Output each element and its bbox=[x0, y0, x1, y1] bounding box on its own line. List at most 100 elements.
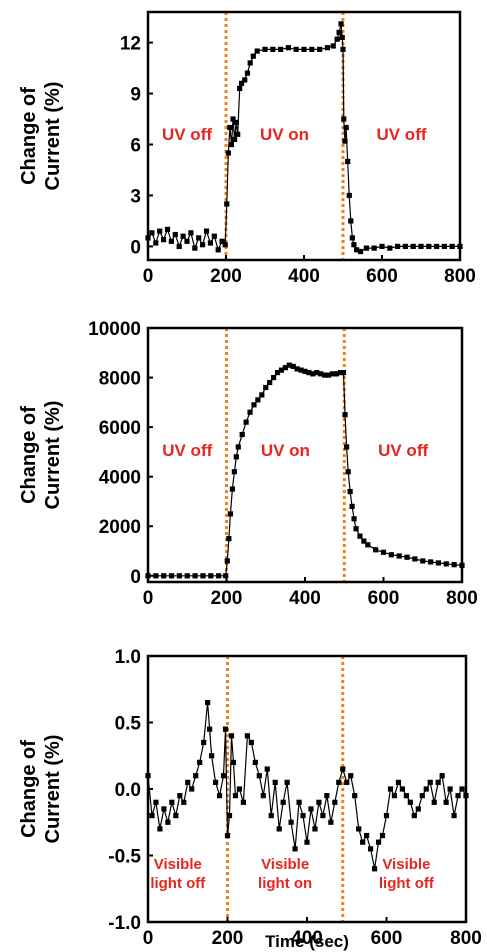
data-point bbox=[320, 813, 326, 819]
data-point bbox=[200, 573, 206, 579]
data-point bbox=[371, 866, 378, 872]
data-point bbox=[207, 240, 213, 246]
data-point bbox=[342, 138, 348, 144]
data-point bbox=[181, 799, 187, 805]
data-point bbox=[324, 45, 330, 51]
data-point bbox=[215, 247, 221, 253]
panel-top: 0 200 400 600 800 0 3 6 9 12 Change of Current (%) U… bbox=[18, 10, 476, 287]
data-point bbox=[439, 773, 445, 779]
data-point bbox=[404, 554, 410, 560]
x-axis-label: Time (sec) bbox=[265, 932, 349, 951]
data-point bbox=[184, 238, 190, 244]
data-point bbox=[184, 573, 190, 579]
data-point bbox=[443, 561, 449, 567]
data-point bbox=[197, 759, 203, 765]
data-point bbox=[354, 247, 360, 253]
data-point bbox=[449, 243, 455, 250]
data-point bbox=[153, 573, 159, 579]
annotation-label: Visible light off bbox=[379, 856, 435, 892]
data-point bbox=[250, 53, 256, 59]
data-point bbox=[282, 365, 288, 371]
data-point bbox=[239, 431, 245, 438]
data-point bbox=[348, 218, 354, 224]
data-point bbox=[333, 371, 339, 377]
y-tick-label: -1.0 bbox=[108, 913, 141, 934]
data-point bbox=[420, 558, 426, 564]
data-point bbox=[149, 813, 155, 819]
data-point bbox=[379, 832, 386, 839]
data-point bbox=[268, 813, 274, 819]
data-point bbox=[351, 516, 357, 522]
data-point bbox=[328, 819, 334, 825]
data-point bbox=[207, 726, 213, 732]
data-point bbox=[371, 245, 377, 251]
data-point bbox=[231, 136, 238, 142]
data-point bbox=[228, 141, 235, 148]
data-point bbox=[176, 243, 182, 250]
data-point bbox=[203, 228, 210, 234]
data-point bbox=[228, 733, 235, 739]
data-point bbox=[161, 806, 167, 812]
panel-middle: 0 200 400 600 8000200040006000800010000Chang… bbox=[18, 319, 478, 609]
data-point bbox=[356, 826, 362, 832]
data-point bbox=[161, 573, 167, 579]
data-point bbox=[243, 419, 249, 425]
data-point bbox=[169, 799, 175, 805]
data-point bbox=[302, 368, 308, 374]
data-point bbox=[407, 799, 413, 805]
data-point bbox=[423, 786, 429, 792]
data-point bbox=[301, 46, 307, 52]
data-point bbox=[364, 832, 370, 839]
data-point bbox=[235, 444, 241, 450]
data-point bbox=[185, 779, 191, 785]
data-point bbox=[304, 839, 310, 845]
data-point bbox=[387, 245, 393, 251]
y-axis-label: Change of Current (%) bbox=[18, 82, 64, 191]
data-point bbox=[410, 243, 416, 250]
data-point bbox=[332, 799, 338, 805]
data-point bbox=[259, 392, 265, 398]
data-point bbox=[173, 813, 179, 819]
y-tick-label: 0 bbox=[130, 237, 141, 258]
data-point bbox=[451, 562, 457, 568]
data-point bbox=[418, 243, 424, 250]
data-point bbox=[310, 371, 316, 377]
data-point bbox=[233, 119, 239, 126]
data-point bbox=[441, 243, 447, 250]
data-point bbox=[196, 235, 202, 241]
data-point bbox=[248, 739, 254, 746]
data-point bbox=[338, 21, 344, 27]
data-point bbox=[192, 573, 198, 579]
data-point bbox=[419, 793, 425, 799]
data-point bbox=[219, 238, 225, 244]
data-point bbox=[226, 813, 233, 819]
data-point bbox=[395, 243, 401, 250]
x-tick-label: 0 bbox=[143, 266, 154, 287]
data-point bbox=[239, 80, 245, 86]
data-point bbox=[222, 242, 228, 248]
data-point bbox=[351, 242, 357, 248]
annotation-label: UV off bbox=[376, 125, 426, 144]
data-point bbox=[267, 379, 273, 386]
data-point bbox=[322, 372, 328, 378]
annotation-label: UV on bbox=[260, 125, 309, 144]
x-tick-label: 600 bbox=[371, 928, 403, 949]
data-point bbox=[443, 799, 449, 805]
data-point bbox=[177, 793, 183, 799]
y-tick-label: 9 bbox=[130, 85, 141, 106]
data-point bbox=[262, 46, 268, 52]
x-tick-label: 0 bbox=[143, 928, 154, 949]
x-tick-label: 400 bbox=[288, 266, 320, 287]
data-point bbox=[349, 235, 355, 241]
data-point bbox=[224, 558, 230, 564]
data-point bbox=[383, 813, 390, 819]
data-point bbox=[426, 243, 432, 250]
y-tick-label: 0 bbox=[130, 567, 141, 588]
data-point bbox=[201, 739, 207, 746]
panel-bottom: 0 200 400 600 800 -1.0 -0.5 0.0 0.5 1.0 Change of C… bbox=[18, 647, 482, 951]
data-point bbox=[343, 124, 349, 131]
data-point bbox=[388, 552, 394, 558]
x-tick-label: 800 bbox=[446, 588, 478, 609]
data-point bbox=[399, 786, 405, 792]
data-point bbox=[345, 158, 351, 165]
